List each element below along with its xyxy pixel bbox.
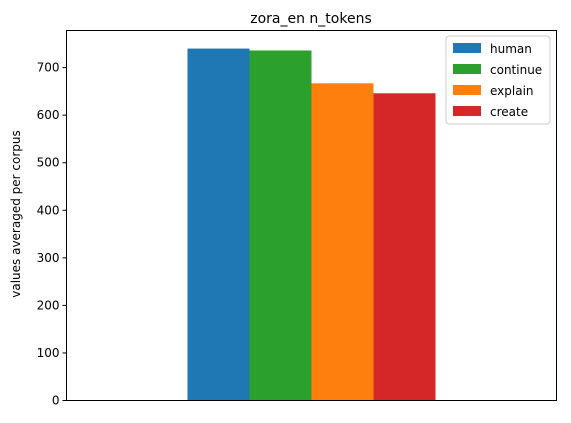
legend-swatch-human — [453, 43, 481, 53]
y-tick-label: 0 — [52, 394, 60, 408]
legend-swatch-create — [453, 106, 481, 116]
y-tick-label: 700 — [37, 61, 60, 75]
bar-group — [187, 48, 436, 401]
y-axis: 0 100 200 300 400 500 600 700 — [37, 61, 67, 408]
legend-label-continue: continue — [490, 63, 542, 77]
legend-label-create: create — [490, 105, 528, 119]
legend: human continue explain create — [445, 35, 551, 125]
y-tick-label: 500 — [37, 156, 60, 170]
legend-swatch-continue — [453, 64, 481, 74]
chart-title: zora_en n_tokens — [250, 11, 372, 27]
y-tick-label: 400 — [37, 203, 60, 217]
bar-explain — [311, 83, 374, 401]
legend-label-explain: explain — [490, 84, 534, 98]
bar-human — [187, 48, 250, 401]
y-tick-label: 100 — [37, 346, 60, 360]
y-tick-label: 200 — [37, 298, 60, 312]
bar-continue — [249, 50, 312, 401]
legend-label-human: human — [490, 42, 532, 56]
y-axis-label: values averaged per corpus — [9, 130, 23, 298]
bar-create — [373, 93, 436, 401]
legend-box — [445, 35, 551, 125]
y-tick-label: 600 — [37, 108, 60, 122]
y-tick-label: 300 — [37, 251, 60, 265]
plot-frame — [66, 30, 557, 401]
legend-swatch-explain — [453, 85, 481, 95]
